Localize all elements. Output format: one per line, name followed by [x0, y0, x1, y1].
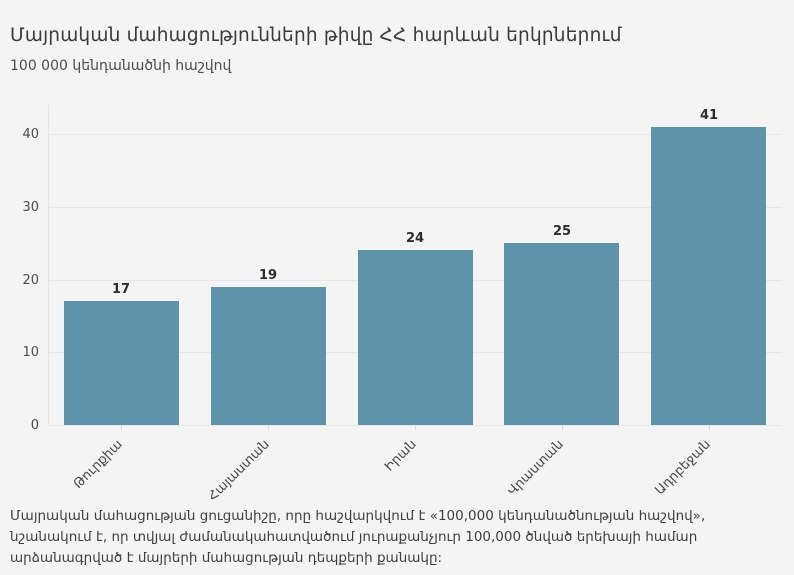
- chart-title: Մայրական մահացությունների թիվը ՀՀ հարևան…: [10, 25, 622, 46]
- y-tick-label-10: 10: [22, 345, 39, 361]
- x-tick-mark: [415, 425, 416, 430]
- x-tick-mark: [121, 425, 122, 430]
- x-tick-mark: [709, 425, 710, 430]
- x-tick-mark: [268, 425, 269, 430]
- x-tick-mark: [562, 425, 563, 430]
- bar-chart-plot-area: 0 10 20 30 40 17 Թուրքիա 19 Հայաստան 24 Իրան 25 Վրաս…: [22, 105, 782, 504]
- chart-subtitle: 100 000 կենդանածնի հաշվով: [10, 58, 232, 74]
- bar-value-label: 41: [699, 108, 719, 123]
- bar-Վրաստան: [504, 243, 619, 425]
- y-tick-label-0: 0: [30, 418, 39, 433]
- bar-value-label: 25: [552, 224, 572, 239]
- bar-Իրան: [358, 250, 473, 425]
- gridline-y-40: [48, 134, 782, 136]
- y-tick-label-30: 30: [22, 199, 39, 215]
- y-axis-line: [48, 105, 49, 426]
- bar-value-label: 17: [111, 282, 131, 297]
- bar-value-label: 19: [258, 268, 278, 283]
- bar-Ադրբեջան: [651, 127, 766, 425]
- bar-Թուրքիա: [64, 301, 179, 425]
- bar-value-label: 24: [405, 231, 425, 246]
- chart-caption: Մայրական մահացության ցուցանիշը, որը հաշվ…: [10, 508, 706, 566]
- bar-Հայաստան: [211, 287, 326, 425]
- gridline-y-30: [48, 206, 782, 208]
- y-tick-label-40: 40: [22, 127, 39, 143]
- y-tick-label-20: 20: [22, 272, 39, 288]
